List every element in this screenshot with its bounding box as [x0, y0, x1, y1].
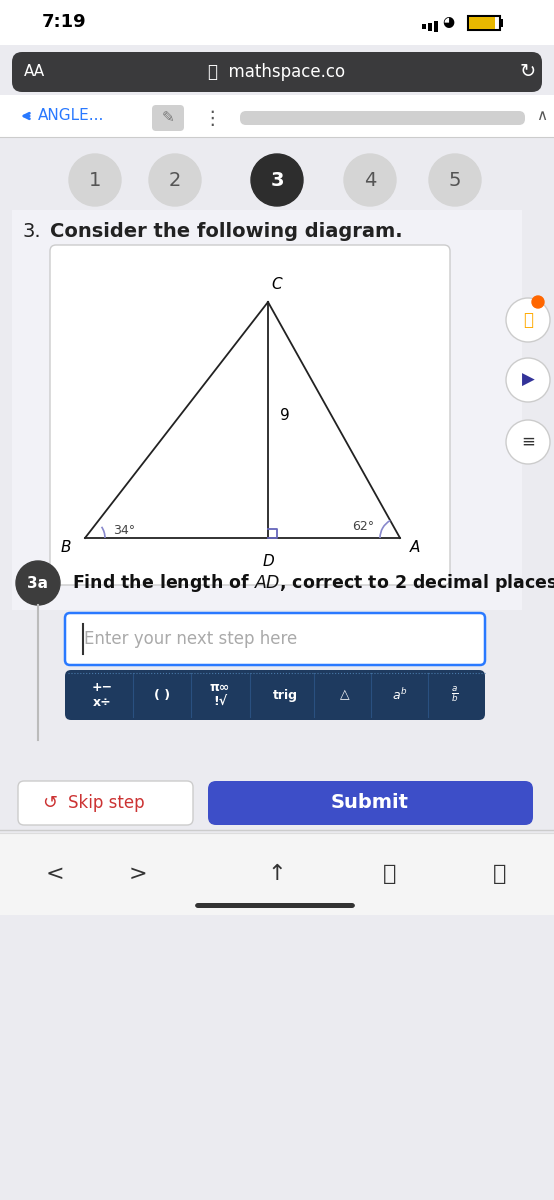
Bar [500, 19, 503, 26]
Text: 4: 4 [364, 170, 376, 190]
Text: Skip step: Skip step [68, 794, 145, 812]
Circle shape [532, 296, 544, 308]
Text: 3a: 3a [28, 576, 49, 590]
Circle shape [251, 154, 303, 206]
Circle shape [506, 298, 550, 342]
Text: 🔒  mathspace.co: 🔒 mathspace.co [208, 62, 346, 80]
Text: ≡: ≡ [521, 433, 535, 451]
Text: ANGLE...: ANGLE... [38, 108, 104, 124]
Text: ↺: ↺ [43, 794, 58, 812]
Text: ◕: ◕ [442, 14, 454, 29]
FancyBboxPatch shape [12, 52, 542, 92]
Text: ↑: ↑ [268, 864, 286, 884]
Text: 5: 5 [449, 170, 461, 190]
Text: 1: 1 [89, 170, 101, 190]
Circle shape [429, 154, 481, 206]
FancyBboxPatch shape [65, 613, 485, 665]
Text: A: A [410, 540, 420, 554]
Text: trig: trig [273, 689, 297, 702]
Bar [0, 190, 554, 830]
Text: 9: 9 [280, 408, 290, 422]
Text: ▶: ▶ [522, 371, 535, 389]
FancyBboxPatch shape [152, 104, 184, 131]
Text: C: C [271, 277, 281, 292]
Text: +−
x÷: +− x÷ [91, 680, 112, 709]
Text: 62°: 62° [352, 520, 374, 533]
Bar [428, 23, 432, 31]
FancyBboxPatch shape [18, 781, 193, 826]
FancyBboxPatch shape [240, 110, 525, 125]
Circle shape [506, 358, 550, 402]
FancyBboxPatch shape [50, 245, 450, 584]
Text: 7:19: 7:19 [42, 13, 86, 31]
Bar [0, 95, 554, 137]
Text: 2: 2 [169, 170, 181, 190]
Bar [12, 210, 522, 610]
Text: ( ): ( ) [154, 689, 170, 702]
Text: <: < [45, 864, 64, 884]
Circle shape [69, 154, 121, 206]
FancyBboxPatch shape [65, 670, 485, 720]
Text: ✎: ✎ [162, 110, 175, 126]
Bar [434, 20, 438, 32]
Circle shape [344, 154, 396, 206]
Text: ⋮: ⋮ [202, 108, 222, 127]
Text: Submit: Submit [331, 793, 409, 812]
Bar [0, 0, 554, 44]
Text: ↻: ↻ [520, 62, 536, 82]
Text: 💡: 💡 [523, 311, 533, 329]
Text: ⧉: ⧉ [493, 864, 507, 884]
Text: $\frac{a}{b}$: $\frac{a}{b}$ [451, 685, 459, 706]
Circle shape [16, 560, 60, 605]
Text: Enter your next step here: Enter your next step here [84, 630, 297, 648]
Circle shape [149, 154, 201, 206]
Bar [422, 24, 426, 29]
Text: 34°: 34° [113, 523, 135, 536]
FancyBboxPatch shape [208, 781, 533, 826]
Text: △: △ [340, 689, 350, 702]
Text: 📖: 📖 [383, 864, 397, 884]
Text: >: > [129, 864, 147, 884]
Text: ∧: ∧ [536, 108, 547, 124]
Bar [0, 725, 554, 840]
Text: Consider the following diagram.: Consider the following diagram. [50, 222, 403, 241]
Text: AA: AA [24, 65, 45, 79]
Text: π∞
!√: π∞ !√ [210, 680, 230, 709]
Text: B: B [60, 540, 71, 554]
Circle shape [506, 420, 550, 464]
FancyBboxPatch shape [195, 902, 355, 908]
Text: $a^b$: $a^b$ [392, 688, 408, 703]
Text: 3: 3 [270, 170, 284, 190]
Text: 3.: 3. [22, 222, 40, 241]
Text: D: D [262, 554, 274, 569]
Bar [468, 16, 500, 30]
Bar [469, 17, 495, 29]
Bar [0, 833, 554, 914]
Text: Find the length of $AD$, correct to 2 decimal places.: Find the length of $AD$, correct to 2 de… [72, 572, 554, 594]
